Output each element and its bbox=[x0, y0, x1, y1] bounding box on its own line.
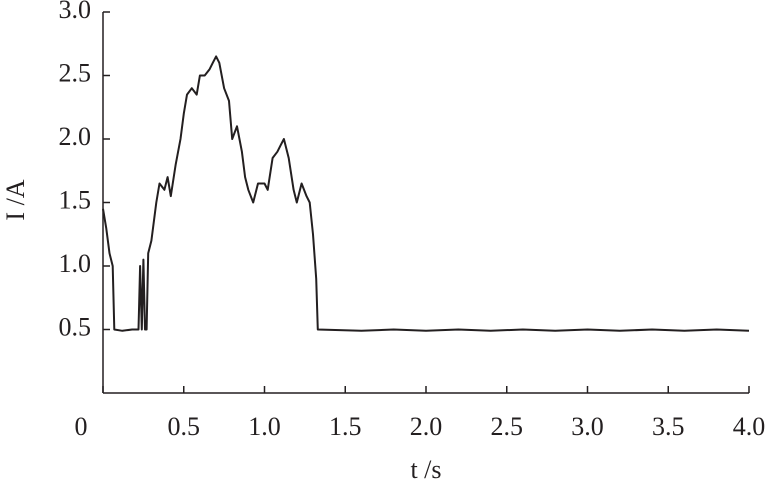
x-tick-label: 2.0 bbox=[410, 412, 443, 441]
y-tick-label: 1.0 bbox=[59, 249, 92, 278]
x-tick-label: 4.0 bbox=[733, 412, 766, 441]
x-tick-label: 2.5 bbox=[491, 412, 524, 441]
data-line bbox=[102, 55, 750, 332]
y-tick-label: 2.0 bbox=[59, 122, 92, 151]
y-tick-label: 0.5 bbox=[59, 312, 92, 341]
x-tick-label: 3.5 bbox=[652, 412, 685, 441]
y-axis-label: I /A bbox=[1, 179, 30, 220]
y-tick-label: 3.0 bbox=[59, 0, 92, 24]
x-tick-label: 1.0 bbox=[248, 412, 281, 441]
x-tick-label: 3.0 bbox=[571, 412, 604, 441]
x-tick-label: 0 bbox=[75, 412, 88, 441]
x-tick-label: 1.5 bbox=[329, 412, 362, 441]
y-tick-label: 2.5 bbox=[59, 58, 92, 87]
x-tick-label: 0.5 bbox=[168, 412, 201, 441]
y-tick-label: 1.5 bbox=[59, 185, 92, 214]
x-axis-label: t /s bbox=[410, 455, 441, 484]
